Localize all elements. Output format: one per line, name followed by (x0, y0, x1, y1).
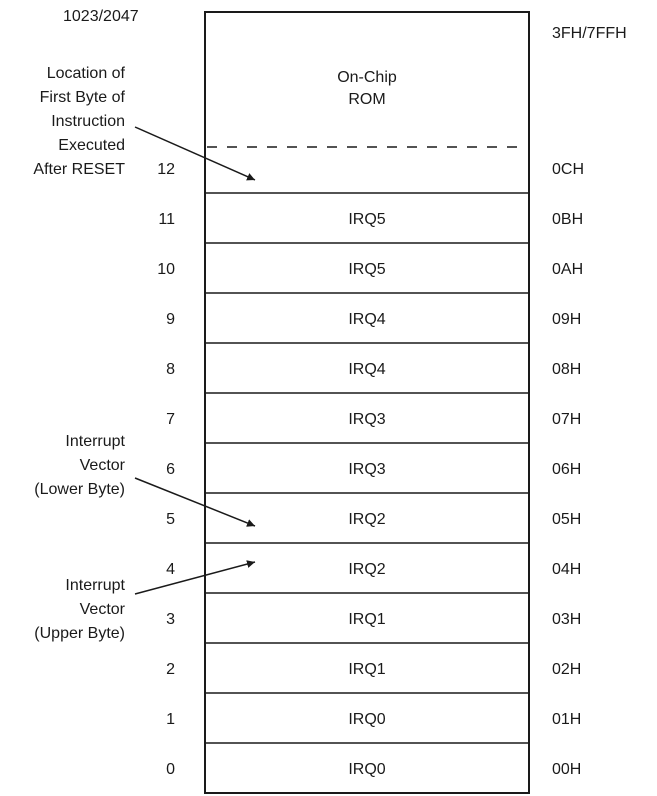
vector-label-3: IRQ1 (348, 611, 385, 628)
vector-label-7: IRQ3 (348, 411, 385, 428)
hex-address-04h: 04H (552, 561, 581, 578)
lower-note-line2: Vector (80, 457, 126, 474)
decimal-address-4: 4 (166, 561, 175, 578)
vector-label-1: IRQ0 (348, 711, 385, 728)
hex-address-0bh: 0BH (552, 211, 583, 228)
vector-label-4: IRQ2 (348, 561, 385, 578)
vector-label-5: IRQ2 (348, 511, 385, 528)
decimal-address-7: 7 (166, 411, 175, 428)
vector-label-0: IRQ0 (348, 761, 385, 778)
hex-address-02h: 02H (552, 661, 581, 678)
lower-note-line1: Interrupt (65, 433, 125, 450)
hex-address-06h: 06H (552, 461, 581, 478)
lower-note-line3: (Lower Byte) (34, 481, 125, 498)
hex-address-08h: 08H (552, 361, 581, 378)
lower-byte-arrow (134, 477, 256, 527)
decimal-address-12: 12 (157, 161, 175, 178)
vector-label-6: IRQ3 (348, 461, 385, 478)
decimal-address-3: 3 (166, 611, 175, 628)
reset-pointer-arrow (134, 126, 256, 181)
decimal-address-8: 8 (166, 361, 175, 378)
vector-label-11: IRQ5 (348, 211, 385, 228)
decimal-address-9: 9 (166, 311, 175, 328)
vector-label-2: IRQ1 (348, 661, 385, 678)
hex-address-03h: 03H (552, 611, 581, 628)
vector-label-8: IRQ4 (348, 361, 385, 378)
reset-note-line5: After RESET (33, 161, 125, 178)
decimal-address-5: 5 (166, 511, 175, 528)
upper-note-line3: (Upper Byte) (34, 625, 125, 642)
decimal-address-2: 2 (166, 661, 175, 678)
upper-byte-arrow (134, 560, 256, 595)
decimal-address-0: 0 (166, 761, 175, 778)
rom-label-line2: ROM (348, 91, 385, 108)
decimal-address-6: 6 (166, 461, 175, 478)
decimal-address-1: 1 (166, 711, 175, 728)
memory-block-outline (204, 11, 530, 794)
reset-annotation: Location of First Byte of Instruction Ex… (33, 65, 256, 181)
top-right-address-label: 3FH/7FFH (552, 25, 627, 42)
reset-note-line2: First Byte of (40, 89, 126, 106)
reset-note-line3: Instruction (51, 113, 125, 130)
reset-note-line4: Executed (58, 137, 125, 154)
hex-address-00h: 00H (552, 761, 581, 778)
decimal-address-10: 10 (157, 261, 175, 278)
upper-note-line2: Vector (80, 601, 126, 618)
hex-address-07h: 07H (552, 411, 581, 428)
vector-label-10: IRQ5 (348, 261, 385, 278)
hex-address-0ah: 0AH (552, 261, 583, 278)
upper-note-line1: Interrupt (65, 577, 125, 594)
lower-byte-annotation: Interrupt Vector (Lower Byte) (34, 433, 256, 527)
hex-address-05h: 05H (552, 511, 581, 528)
upper-byte-annotation: Interrupt Vector (Upper Byte) (34, 560, 256, 642)
reset-note-line1: Location of (47, 65, 126, 82)
vector-label-9: IRQ4 (348, 311, 385, 328)
hex-address-01h: 01H (552, 711, 581, 728)
top-left-address-label: 1023/2047 (63, 8, 139, 25)
rom-label-line1: On-Chip (337, 69, 397, 86)
decimal-address-11: 11 (158, 211, 175, 228)
hex-address-09h: 09H (552, 311, 581, 328)
hex-address-0ch: 0CH (552, 161, 584, 178)
